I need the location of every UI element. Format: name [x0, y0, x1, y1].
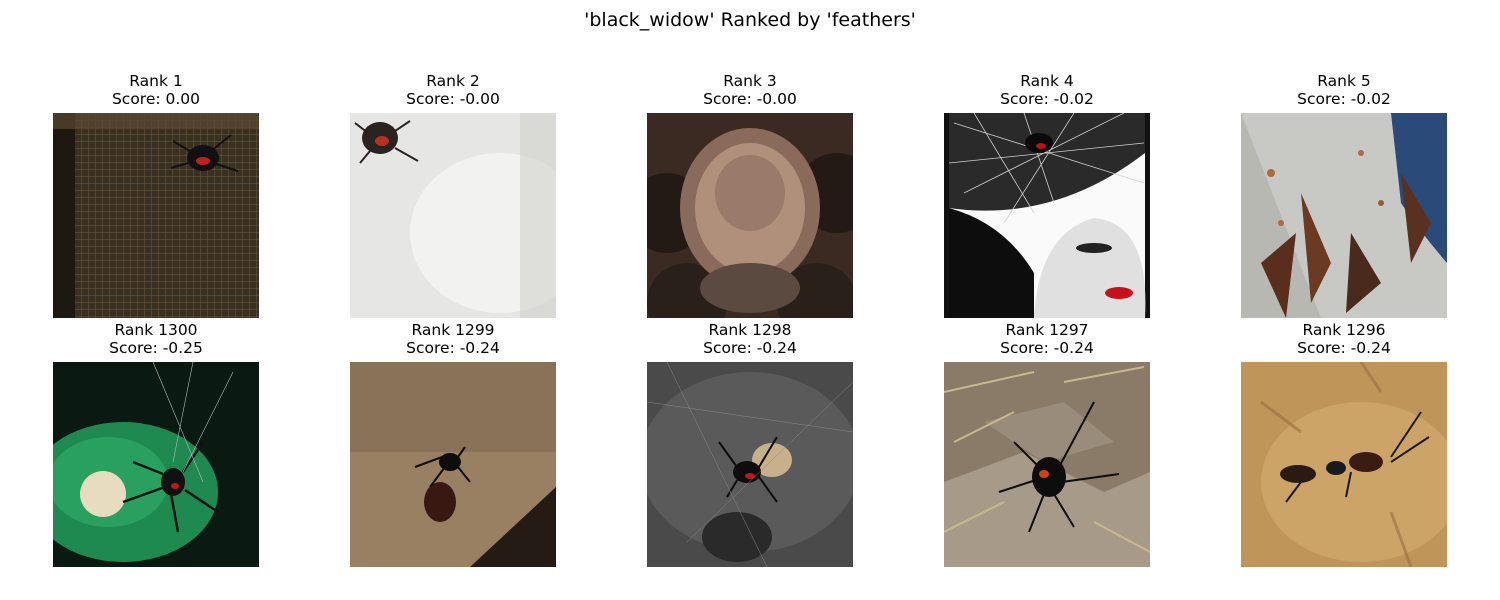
score-label: Score: -0.24	[1297, 339, 1391, 357]
rank-label: Rank 5	[1317, 72, 1371, 90]
thumbnail-image[interactable]	[350, 113, 556, 318]
score-label: Score: -0.24	[1000, 339, 1094, 357]
score-label: Score: -0.00	[703, 90, 797, 108]
figure-title: 'black_widow' Ranked by 'feathers'	[584, 9, 916, 31]
rank-label: Rank 1	[129, 72, 183, 90]
score-label: Score: -0.24	[406, 339, 500, 357]
thumbnail-image[interactable]	[53, 113, 259, 318]
score-label: Score: 0.00	[111, 90, 201, 108]
score-label: Score: -0.24	[703, 339, 797, 357]
rank-label: Rank 1299	[411, 321, 495, 339]
rank-label: Rank 3	[723, 72, 777, 90]
score-label: Score: -0.02	[1297, 90, 1391, 108]
score-label: Score: -0.25	[109, 339, 203, 357]
thumbnail-image[interactable]	[350, 362, 556, 567]
rank-label: Rank 1296	[1302, 321, 1386, 339]
thumbnail-image[interactable]	[647, 362, 853, 567]
rank-label: Rank 2	[426, 72, 480, 90]
rank-label: Rank 1297	[1005, 321, 1089, 339]
thumbnail-image[interactable]	[53, 362, 259, 567]
score-label: Score: -0.00	[406, 90, 500, 108]
thumbnail-image[interactable]	[944, 113, 1150, 318]
score-label: Score: -0.02	[1000, 90, 1094, 108]
thumbnail-image[interactable]	[1241, 113, 1447, 318]
thumbnail-image[interactable]	[647, 113, 853, 318]
thumbnail-image[interactable]	[944, 362, 1150, 567]
rank-label: Rank 1300	[114, 321, 198, 339]
rank-label: Rank 1298	[708, 321, 792, 339]
thumbnail-image[interactable]	[1241, 362, 1447, 567]
rank-label: Rank 4	[1020, 72, 1074, 90]
